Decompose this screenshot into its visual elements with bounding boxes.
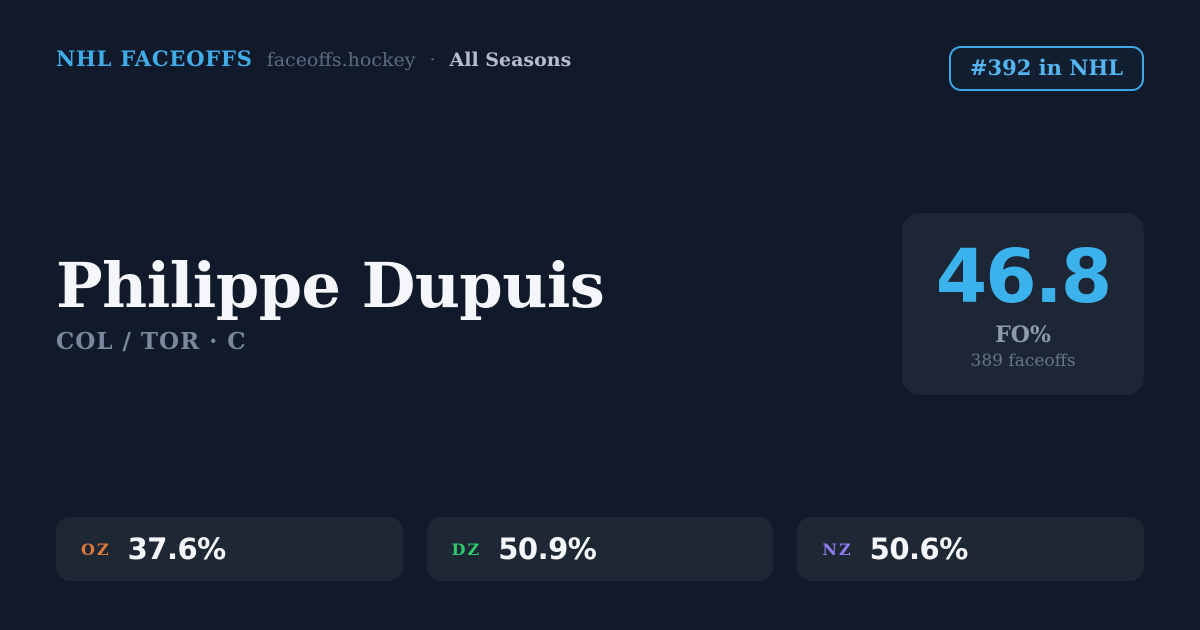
zone-stat-nz: NZ 50.6% (797, 517, 1145, 581)
site-domain: faceoffs.hockey (266, 49, 416, 71)
player-name: Philippe Dupuis (56, 248, 605, 322)
zone-label-dz: DZ (451, 539, 482, 559)
player-teams-position: COL / TOR · C (56, 328, 247, 356)
zone-label-nz: NZ (822, 539, 853, 559)
player-info: Philippe Dupuis COL / TOR · C (56, 248, 605, 356)
main-section: Philippe Dupuis COL / TOR · C 46.8 FO% 3… (56, 91, 1144, 517)
zone-value-dz: 50.9% (498, 532, 597, 566)
zone-label-oz: OZ (81, 539, 111, 559)
season-label: All Seasons (449, 49, 572, 71)
zone-value-nz: 50.6% (869, 532, 969, 566)
header: NHL FACEOFFS faceoffs.hockey · All Seaso… (56, 46, 1144, 91)
zone-stats-row: OZ 37.6% DZ 50.9% NZ 50.6% (56, 517, 1145, 581)
faceoff-stat-card: 46.8 FO% 389 faceoffs (902, 213, 1144, 395)
separator-dot: · (429, 49, 436, 71)
zone-stat-oz: OZ 37.6% (56, 517, 403, 581)
faceoff-percentage-label: FO% (995, 321, 1051, 348)
faceoff-count: 389 faceoffs (970, 350, 1076, 371)
brand-link[interactable]: NHL FACEOFFS (56, 46, 253, 71)
faceoff-percentage-value: 46.8 (935, 233, 1113, 320)
zone-value-oz: 37.6% (127, 532, 227, 566)
zone-stat-dz: DZ 50.9% (426, 517, 774, 581)
rank-badge[interactable]: #392 in NHL (948, 46, 1144, 91)
